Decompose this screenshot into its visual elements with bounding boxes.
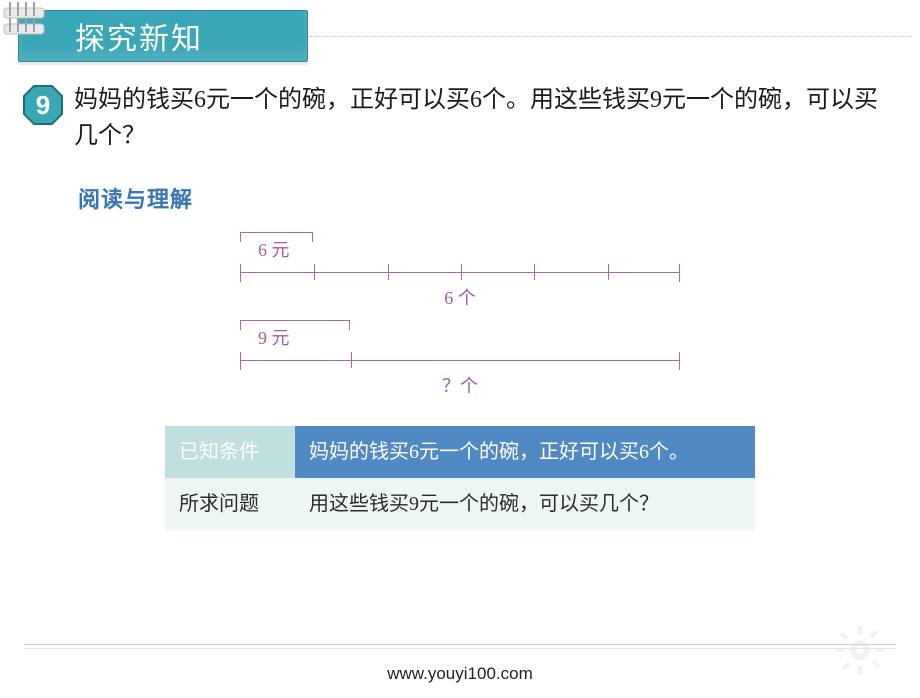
spiral-binding-icon <box>0 2 46 44</box>
problem-number-badge: 9 <box>22 84 64 126</box>
ask-value: 用这些钱买9元一个的碗，可以买几个？ <box>295 478 755 530</box>
segment2-bar <box>240 352 680 370</box>
lesson-title: 探究新知 <box>75 14 203 58</box>
ask-label: 所求问题 <box>165 478 295 530</box>
footer-divider <box>24 644 896 654</box>
problem-number: 9 <box>22 84 64 126</box>
section-heading: 阅读与理解 <box>78 182 920 214</box>
segment1-bar <box>240 264 680 282</box>
segment1-caption: 6 个 <box>240 284 680 310</box>
known-value: 妈妈的钱买6元一个的碗，正好可以买6个。 <box>295 426 755 478</box>
segment1-tick <box>388 264 389 280</box>
header-divider <box>310 36 912 37</box>
lesson-banner: 探究新知 <box>18 10 308 62</box>
info-table: 已知条件 妈妈的钱买6元一个的碗，正好可以买6个。 所求问题 用这些钱买9元一个… <box>165 426 755 530</box>
segment2-caption: ？个 <box>240 372 680 398</box>
segment2-tick <box>351 352 352 368</box>
segment1-tick <box>608 264 609 280</box>
segment1-tick <box>534 264 535 280</box>
footer-url: www.youyi100.com <box>0 664 920 684</box>
header: 探究新知 <box>0 8 920 68</box>
segment2-brace <box>240 320 350 330</box>
problem-block: 9 妈妈的钱买6元一个的碗，正好可以买6个。用这些钱买9元一个的碗，可以买几个？ <box>22 82 900 154</box>
table-row-ask: 所求问题 用这些钱买9元一个的碗，可以买几个？ <box>165 478 755 530</box>
table-row-known: 已知条件 妈妈的钱买6元一个的碗，正好可以买6个。 <box>165 426 755 478</box>
segment1-unit-label: 6 元 <box>258 236 680 262</box>
segment-line-1: 6 元 6 个 <box>240 236 680 310</box>
segment1-brace <box>240 232 313 242</box>
known-label: 已知条件 <box>165 426 295 478</box>
problem-text: 妈妈的钱买6元一个的碗，正好可以买6个。用这些钱买9元一个的碗，可以买几个？ <box>74 82 894 154</box>
segment-line-2: 9 元 ？个 <box>240 324 680 398</box>
segment1-tick <box>461 264 462 280</box>
segment-diagrams: 6 元 6 个 9 元 ？个 <box>0 236 920 402</box>
segment1-tick <box>314 264 315 280</box>
